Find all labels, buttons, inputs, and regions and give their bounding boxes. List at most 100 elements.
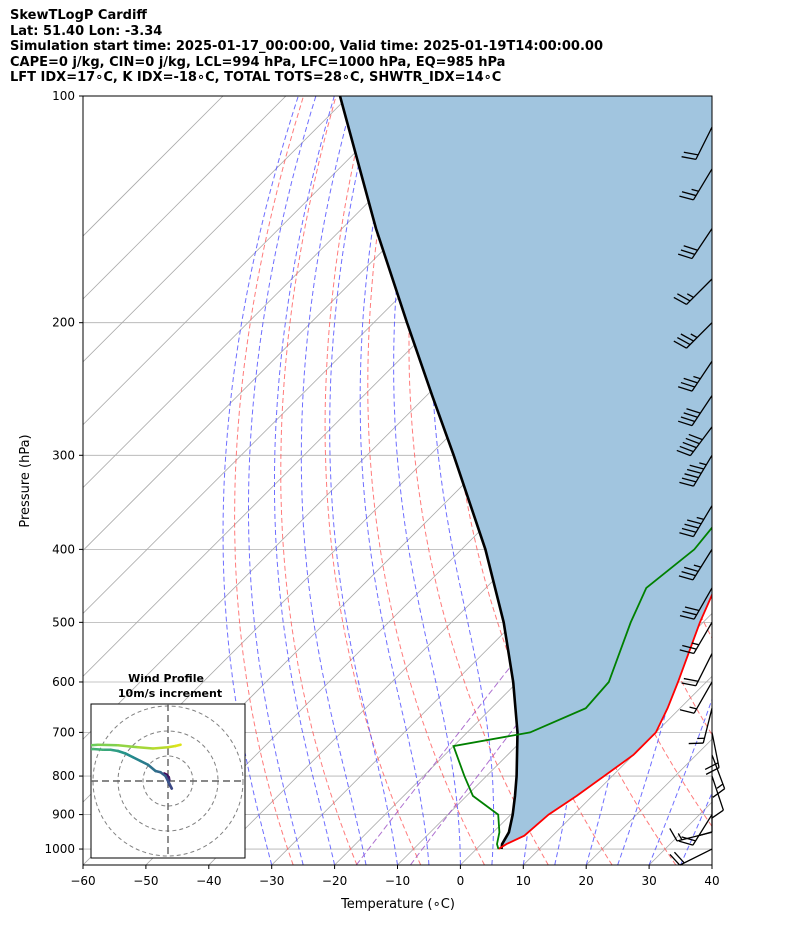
- isotherm: [334, 487, 712, 865]
- moist-adiabat: [393, 96, 461, 865]
- hodograph-segment: [151, 745, 170, 750]
- y-tick-label: 100: [52, 89, 75, 103]
- x-tick-label: −30: [259, 874, 284, 888]
- moist-adiabat: [222, 96, 299, 865]
- wind-barb: [677, 228, 713, 260]
- x-tick-label: −10: [385, 874, 410, 888]
- wind-barb: [681, 653, 713, 687]
- dewpoint-profile-line: [452, 526, 712, 850]
- hodograph-segment: [164, 774, 171, 785]
- wind-barb: [678, 549, 713, 581]
- moist-adiabat: [617, 96, 699, 865]
- wind-barb: [688, 708, 713, 745]
- wind-barb: [704, 732, 720, 775]
- wind-barbs: [669, 96, 726, 866]
- isotherm: [83, 96, 412, 426]
- wind-barb: [697, 795, 713, 837]
- hodograph-segment: [91, 747, 105, 752]
- hodograph-segment: [116, 743, 140, 749]
- chart-title: SkewTLogP Cardiff: [10, 8, 147, 23]
- moist-adiabat: [711, 863, 712, 865]
- hodograph-segment: [124, 752, 135, 759]
- dry-adiabat: [280, 96, 358, 865]
- hodograph-title: Wind Profile: [128, 672, 204, 685]
- moist-adiabat: [648, 697, 712, 865]
- y-tick-label: 700: [52, 725, 75, 739]
- y-axis-label: Pressure (hPa): [18, 434, 33, 527]
- hodograph-subtitle: 10m/s increment: [118, 687, 222, 700]
- y-tick-label: 200: [52, 316, 75, 330]
- isotherm: [83, 96, 350, 363]
- profiles: [338, 96, 712, 850]
- wind-barb: [669, 848, 713, 866]
- indices-line-2: LFT IDX=17∘C, K IDX=-18∘C, TOTAL TOTS=28…: [10, 70, 502, 86]
- dry-adiabat: [727, 96, 794, 865]
- moist-adiabat: [680, 791, 712, 865]
- hodograph-segment: [116, 749, 127, 755]
- x-tick-label: −50: [133, 874, 158, 888]
- wind-barb: [676, 426, 713, 457]
- isotherm: [83, 96, 224, 237]
- wind-barb: [711, 754, 726, 798]
- y-tick-label: 900: [52, 808, 75, 822]
- x-tick-label: 20: [579, 874, 594, 888]
- x-tick-label: 40: [704, 874, 719, 888]
- x-axis-label: Temperature (∘C): [340, 897, 455, 912]
- moist-adiabat: [359, 96, 430, 865]
- wind-barb: [673, 278, 713, 306]
- chart-title-block: SkewTLogP Cardiff Lat: 51.40 Lon: -3.34 …: [10, 8, 603, 86]
- wind-barb: [679, 505, 713, 538]
- indices-line-1: CAPE=0 j/kg, CIN=0 j/kg, LCL=994 hPa, LF…: [10, 54, 506, 70]
- hodograph-segment: [146, 763, 157, 773]
- wind-barb: [679, 622, 713, 655]
- mixing-ratio-line: [355, 411, 712, 865]
- dry-adiabat: [367, 96, 485, 865]
- wind-barb: [679, 454, 713, 487]
- hodograph-segment: [139, 759, 150, 767]
- parcel-profile-line: [338, 96, 519, 850]
- wind-barb: [677, 360, 713, 392]
- x-tick-label: −60: [70, 874, 95, 888]
- wind-barb: [679, 681, 713, 714]
- isotherm: [711, 864, 712, 865]
- moist-adiabat: [329, 96, 398, 865]
- y-tick-label: 300: [52, 448, 75, 462]
- dry-adiabat: [234, 96, 304, 865]
- hodograph-segment: [91, 743, 100, 747]
- y-tick-label: 1000: [44, 842, 75, 856]
- cin-shading: [340, 96, 712, 849]
- moist-adiabat: [274, 96, 336, 865]
- hodograph-segment: [136, 745, 155, 750]
- x-tick-label: −40: [196, 874, 221, 888]
- moist-adiabat: [300, 96, 367, 865]
- wind-barb: [679, 587, 713, 620]
- hodograph-segment: [91, 747, 95, 751]
- moist-adiabat: [744, 96, 794, 865]
- x-tick-label: −20: [322, 874, 347, 888]
- y-tick-label: 400: [52, 542, 75, 556]
- hodograph-segment: [73, 746, 81, 749]
- dry-adiabat: [760, 96, 794, 865]
- isotherm: [83, 96, 475, 489]
- hodograph-segment: [174, 743, 182, 748]
- moist-adiabat: [248, 96, 317, 865]
- wind-barb: [681, 126, 713, 161]
- hodograph-inset: Wind Profile 10m/s increment: [73, 672, 246, 859]
- wind-barb: [677, 395, 713, 427]
- x-tick-label: 10: [516, 874, 531, 888]
- x-tick-label: 0: [457, 874, 465, 888]
- y-tick-label: 500: [52, 615, 75, 629]
- x-tick-label: 30: [641, 874, 656, 888]
- wind-barb: [673, 322, 713, 349]
- hodograph-segment: [96, 743, 120, 747]
- location-line: Lat: 51.40 Lon: -3.34: [10, 23, 163, 39]
- wind-barb: [678, 814, 713, 846]
- y-tick-label: 600: [52, 675, 75, 689]
- hodograph-segment: [73, 749, 86, 750]
- wind-barb: [679, 168, 713, 201]
- axes: −60 −50 −40 −30 −20 −10 0 10 20 30 40 100 200 300 400 5…: [44, 89, 719, 888]
- temperature-profile-line: [497, 592, 712, 850]
- hodograph-segment: [131, 755, 142, 763]
- y-tick-label: 800: [52, 769, 75, 783]
